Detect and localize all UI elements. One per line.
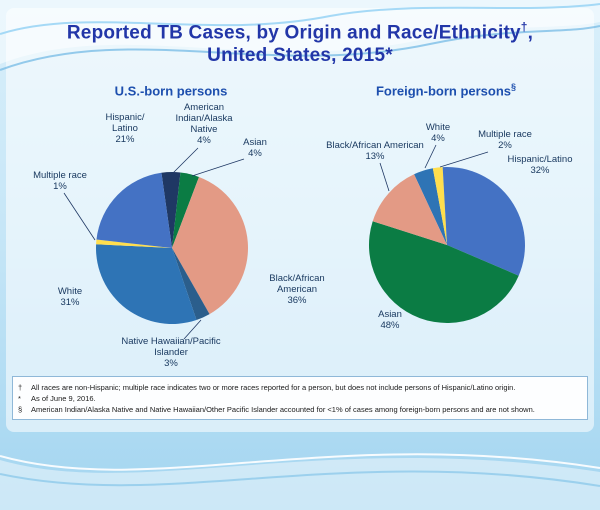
footnotes-box: † All races are non-Hispanic; multiple r… <box>12 376 588 420</box>
footnote-text: All races are non-Hispanic; multiple rac… <box>31 382 516 392</box>
footnote-asterisk: * As of June 9, 2016. <box>18 394 580 404</box>
pie-us-born: American Indian/Alaska Native 4% Asian 4% Blac… <box>33 102 325 369</box>
footnote-section: § American Indian/Alaska Native and Nati… <box>18 405 580 415</box>
footnote-marker: * <box>18 393 21 403</box>
foreign-born-title-sup: § <box>511 82 517 92</box>
pie-label-hispanic-latino: Hispanic/Latino 21% <box>105 112 144 145</box>
pie-charts-canvas: American Indian/Alaska Native 4% Asian 4% Blac… <box>33 102 572 369</box>
slide-title: Reported TB Cases, by Origin and Race/Et… <box>0 16 600 67</box>
pie-slice-multiple-race <box>96 239 172 248</box>
pie-slice-white <box>95 244 197 325</box>
pie-foreign-born: White 4% Multiple race 2% Hispanic/Latino 32%… <box>326 122 572 331</box>
pie-label-asian: Asian 4% <box>243 137 267 159</box>
pie-label-white: White 4% <box>426 122 450 144</box>
title-line-1: Reported TB Cases, by Origin and Race/Et… <box>66 20 534 44</box>
leader-line-native-hawaiian-pacific-islander <box>183 319 202 340</box>
pie-label-american-indian-alaska-native: American Indian/Alaska Native 4% <box>175 102 233 146</box>
pie-label-hispanic-latino: Hispanic/Latino 32% <box>508 154 573 176</box>
pie-slice-native-hawaiian-pacific-islander <box>172 248 210 320</box>
pie-label-native-hawaiian-pacific-islander: Native Hawaiian/Pacific Islander 3% <box>121 336 221 369</box>
pie-label-multiple-race: Multiple race 2% <box>478 129 532 151</box>
chart-title-us-born: U.S.-born persons <box>114 83 228 99</box>
leader-line-asian <box>191 158 245 177</box>
wave-decoration-top-icon <box>0 0 600 71</box>
leader-line-multiple-race <box>439 151 489 168</box>
pie-label-multiple-race: Multiple race 1% <box>33 170 87 192</box>
pie-slice-asian <box>368 221 519 323</box>
footnote-marker: § <box>18 404 23 414</box>
footnote-marker: † <box>18 382 23 392</box>
leader-line-american-indian-alaska-native <box>171 147 199 175</box>
footnote-text: As of June 9, 2016. <box>31 393 96 403</box>
footnote-dagger: † All races are non-Hispanic; multiple r… <box>18 383 580 393</box>
title-line-2: United States, 2015* <box>207 45 393 67</box>
pie-slice-multiple-race <box>432 167 447 245</box>
leader-line-black-african-american <box>379 162 390 192</box>
pie-label-asian: Asian 48% <box>378 309 402 331</box>
leader-line-multiple-race <box>63 192 96 241</box>
pie-label-white: White 31% <box>58 286 82 308</box>
pie-slice-hispanic-latino <box>442 166 525 276</box>
leader-line-white <box>424 144 437 169</box>
pie-slice-asian <box>172 172 199 248</box>
wave-decoration-bottom-icon <box>0 453 600 510</box>
pie-label-black-african-american: Black/African American 13% <box>326 140 424 162</box>
pie-slice-black-african-american <box>172 176 249 315</box>
footnote-text: American Indian/Alaska Native and Native… <box>31 404 535 414</box>
chart-title-foreign-born: Foreign-born persons§ <box>375 82 517 99</box>
pie-label-black-african-american: Black/African American 36% <box>269 273 324 306</box>
pie-slice-hispanic-latino <box>96 172 172 248</box>
pie-slice-american-indian-alaska-native <box>161 171 181 248</box>
title-dagger: † <box>520 20 528 34</box>
pie-slice-black-african-american <box>372 174 447 245</box>
pie-slice-white <box>414 168 447 245</box>
